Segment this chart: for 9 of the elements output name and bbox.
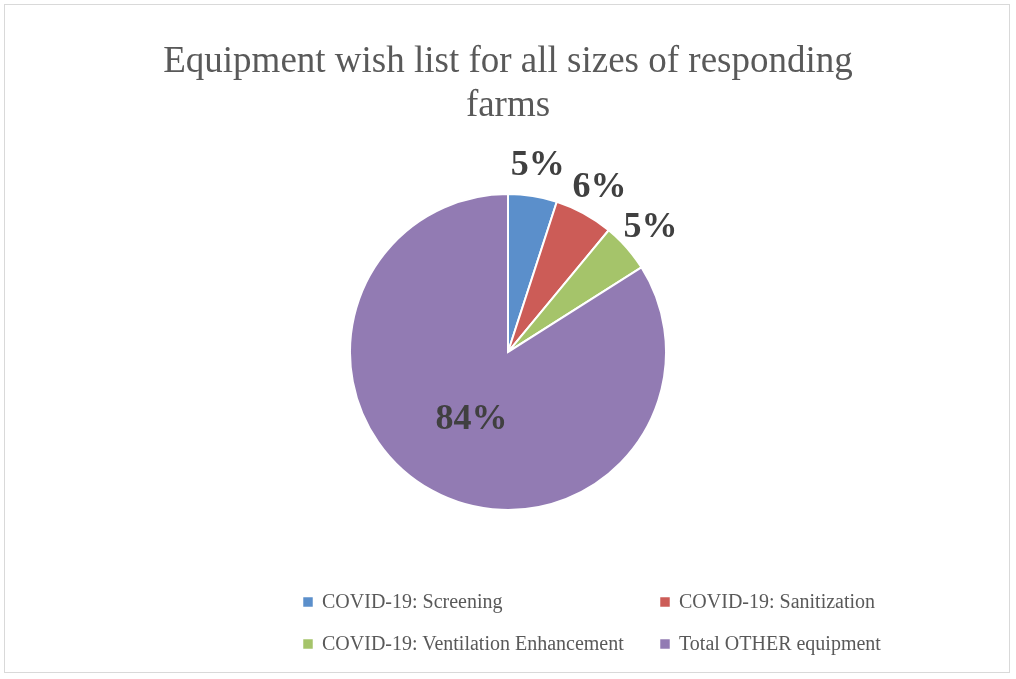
legend-label: COVID-19: Sanitization <box>679 590 876 612</box>
data-label: 84% <box>435 397 508 438</box>
legend-label: COVID-19: Ventilation Enhancement <box>322 632 625 654</box>
data-label: 6% <box>572 164 627 205</box>
legend-label: COVID-19: Screening <box>322 590 503 613</box>
data-label: 5% <box>510 143 565 184</box>
chart-title: Equipment wish list for all sizes of responding farms <box>162 38 854 126</box>
data-label: 5% <box>623 205 678 246</box>
legend-label: Total OTHER equipment <box>679 632 882 655</box>
